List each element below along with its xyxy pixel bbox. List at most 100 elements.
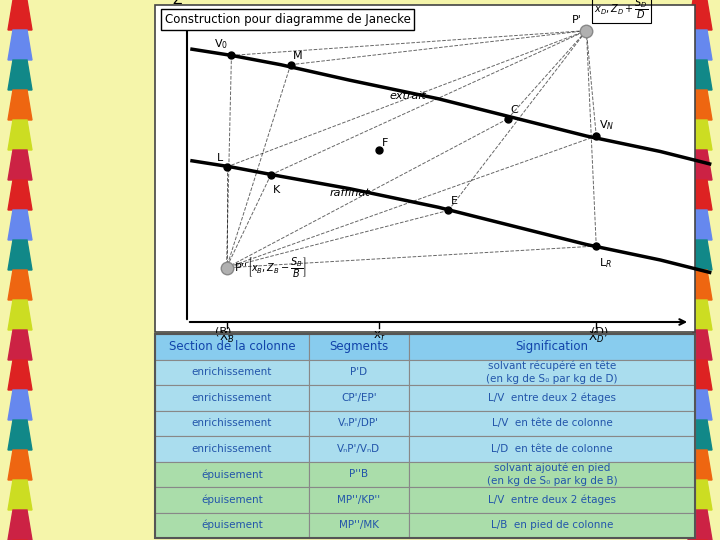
Text: Segments: Segments bbox=[329, 340, 389, 353]
Text: L$_R$: L$_R$ bbox=[599, 256, 612, 270]
Text: $x_D, Z_D + \dfrac{S_D}{D}$: $x_D, Z_D + \dfrac{S_D}{D}$ bbox=[595, 0, 649, 21]
Bar bbox=[309, 487, 409, 512]
Bar bbox=[409, 334, 695, 360]
Polygon shape bbox=[688, 120, 712, 150]
Text: enrichissement: enrichissement bbox=[192, 367, 272, 377]
Bar bbox=[409, 512, 695, 538]
Text: épuisement: épuisement bbox=[201, 469, 263, 480]
Bar bbox=[409, 410, 695, 436]
Bar bbox=[155, 334, 695, 538]
Polygon shape bbox=[688, 150, 712, 180]
Bar bbox=[309, 410, 409, 436]
Text: MP''/KP'': MP''/KP'' bbox=[337, 495, 380, 505]
Text: enrichissement: enrichissement bbox=[192, 393, 272, 403]
Bar bbox=[309, 334, 409, 360]
Polygon shape bbox=[8, 210, 32, 240]
Text: P'D: P'D bbox=[351, 367, 367, 377]
Polygon shape bbox=[688, 360, 712, 390]
Bar bbox=[309, 385, 409, 410]
Bar bbox=[409, 462, 695, 487]
Polygon shape bbox=[688, 0, 712, 30]
Text: solvant récupéré en tête
(en kg de S₀ par kg de D): solvant récupéré en tête (en kg de S₀ pa… bbox=[486, 361, 618, 384]
Bar bbox=[155, 512, 309, 538]
Polygon shape bbox=[8, 0, 32, 30]
Bar bbox=[409, 487, 695, 512]
Bar bbox=[155, 462, 309, 487]
Text: enrichissement: enrichissement bbox=[192, 444, 272, 454]
Polygon shape bbox=[8, 30, 32, 60]
Text: P': P' bbox=[572, 15, 582, 25]
Text: M: M bbox=[292, 51, 302, 60]
Polygon shape bbox=[688, 240, 712, 270]
Polygon shape bbox=[688, 330, 712, 360]
Text: X$_D$: X$_D$ bbox=[588, 330, 604, 345]
Text: raffinat: raffinat bbox=[330, 188, 371, 198]
Polygon shape bbox=[688, 510, 712, 540]
Polygon shape bbox=[8, 120, 32, 150]
Text: $\left[x_B, Z_B - \dfrac{S_B}{B}\right]$: $\left[x_B, Z_B - \dfrac{S_B}{B}\right]$ bbox=[246, 255, 307, 280]
Text: VₙP'/VₙD: VₙP'/VₙD bbox=[337, 444, 380, 454]
Bar bbox=[309, 462, 409, 487]
Bar bbox=[309, 436, 409, 462]
Text: (B): (B) bbox=[215, 327, 232, 337]
Text: P'': P'' bbox=[235, 263, 248, 273]
Text: L/V  entre deux 2 étages: L/V entre deux 2 étages bbox=[488, 393, 616, 403]
Text: K: K bbox=[273, 185, 280, 195]
Polygon shape bbox=[688, 210, 712, 240]
Bar bbox=[155, 436, 309, 462]
Text: MP''/MK: MP''/MK bbox=[339, 520, 379, 530]
Text: solvant ajouté en pied
(en kg de S₀ par kg de B): solvant ajouté en pied (en kg de S₀ par … bbox=[487, 463, 617, 485]
Text: L: L bbox=[217, 153, 223, 163]
Polygon shape bbox=[688, 390, 712, 420]
Text: VₙP'/DP': VₙP'/DP' bbox=[338, 418, 379, 428]
Bar bbox=[155, 410, 309, 436]
Bar bbox=[409, 385, 695, 410]
Bar bbox=[309, 512, 409, 538]
Polygon shape bbox=[8, 360, 32, 390]
Polygon shape bbox=[8, 450, 32, 480]
Polygon shape bbox=[8, 240, 32, 270]
Bar bbox=[155, 385, 309, 410]
Bar bbox=[409, 436, 695, 462]
Polygon shape bbox=[8, 60, 32, 90]
Polygon shape bbox=[688, 90, 712, 120]
Text: Construction pour diagramme de Janecke: Construction pour diagramme de Janecke bbox=[165, 13, 411, 26]
Text: CP'/EP': CP'/EP' bbox=[341, 393, 377, 403]
Text: L/V  en tête de colonne: L/V en tête de colonne bbox=[492, 418, 612, 428]
Polygon shape bbox=[688, 300, 712, 330]
Polygon shape bbox=[688, 450, 712, 480]
Text: Signification: Signification bbox=[516, 340, 588, 353]
Polygon shape bbox=[8, 300, 32, 330]
Text: x$_f$: x$_f$ bbox=[373, 330, 386, 343]
Polygon shape bbox=[688, 30, 712, 60]
Text: Z: Z bbox=[172, 0, 181, 7]
Bar bbox=[155, 360, 309, 385]
Polygon shape bbox=[688, 180, 712, 210]
Text: L/B  en pied de colonne: L/B en pied de colonne bbox=[491, 520, 613, 530]
Bar bbox=[309, 360, 409, 385]
Bar bbox=[155, 334, 309, 360]
Text: épuisement: épuisement bbox=[201, 495, 263, 505]
Polygon shape bbox=[688, 270, 712, 300]
Text: F: F bbox=[382, 138, 389, 148]
Polygon shape bbox=[8, 330, 32, 360]
Polygon shape bbox=[688, 480, 712, 510]
Polygon shape bbox=[8, 390, 32, 420]
Polygon shape bbox=[8, 270, 32, 300]
Polygon shape bbox=[8, 510, 32, 540]
Text: extrait: extrait bbox=[390, 91, 426, 100]
Text: V$_0$: V$_0$ bbox=[215, 38, 228, 51]
Polygon shape bbox=[8, 180, 32, 210]
Bar bbox=[155, 5, 695, 332]
Text: Section de la colonne: Section de la colonne bbox=[168, 340, 295, 353]
Text: X$_B$: X$_B$ bbox=[219, 330, 234, 345]
Text: V$_N$: V$_N$ bbox=[599, 118, 615, 132]
Text: P''B: P''B bbox=[349, 469, 369, 480]
Polygon shape bbox=[8, 420, 32, 450]
Polygon shape bbox=[8, 150, 32, 180]
Text: L/D  en tête de colonne: L/D en tête de colonne bbox=[491, 444, 613, 454]
Polygon shape bbox=[688, 60, 712, 90]
Polygon shape bbox=[8, 480, 32, 510]
Polygon shape bbox=[8, 90, 32, 120]
Text: L/V  entre deux 2 étages: L/V entre deux 2 étages bbox=[488, 495, 616, 505]
